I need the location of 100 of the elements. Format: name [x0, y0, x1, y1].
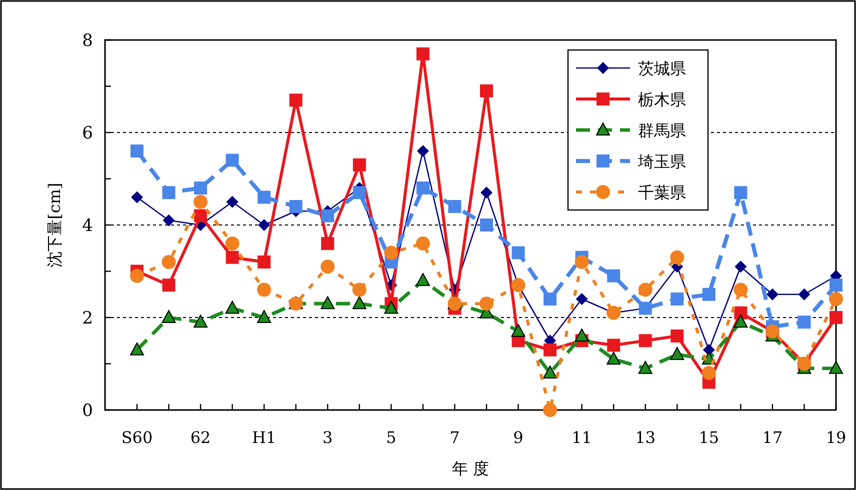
point: [257, 282, 272, 297]
x-tick-label: 13: [635, 428, 656, 447]
point: [766, 288, 778, 300]
point: [798, 316, 811, 329]
point: [638, 282, 652, 297]
x-tick-label: 5: [386, 428, 396, 447]
legend-label: 埼玉県: [637, 152, 686, 171]
point: [607, 338, 620, 352]
legend-label: 千葉県: [638, 183, 686, 202]
point: [226, 196, 238, 208]
point: [544, 343, 557, 356]
point: [321, 237, 334, 250]
point: [734, 314, 748, 328]
point: [194, 314, 208, 328]
point: [829, 292, 843, 306]
point: [670, 250, 684, 264]
x-tick-label: 3: [322, 428, 333, 447]
point: [130, 268, 144, 283]
point: [448, 200, 462, 213]
legend-label: 茨城県: [638, 59, 686, 78]
point: [416, 182, 430, 194]
x-tick-label: 7: [450, 428, 460, 447]
y-tick-label: 4: [82, 216, 93, 236]
point: [543, 366, 558, 378]
point: [352, 296, 366, 310]
point: [480, 84, 493, 98]
point: [194, 194, 208, 209]
point: [416, 145, 429, 157]
point: [416, 236, 430, 250]
point: [830, 278, 842, 292]
x-tick-label: H1: [252, 428, 276, 447]
point: [574, 255, 589, 269]
point: [257, 310, 272, 323]
x-tick-label: 19: [826, 428, 846, 447]
point: [162, 186, 176, 200]
point: [321, 209, 334, 222]
point: [352, 158, 366, 172]
point: [162, 278, 176, 292]
point: [670, 292, 684, 306]
point: [226, 154, 239, 167]
point: [702, 366, 716, 380]
y-axis-title: 沈下量[cm]: [45, 182, 64, 268]
y-tick-label: 2: [82, 308, 93, 328]
point: [258, 190, 271, 204]
y-tick-label: 0: [82, 401, 93, 421]
x-tick-label: S60: [121, 428, 153, 447]
point: [162, 214, 175, 226]
point: [384, 300, 398, 314]
point: [416, 47, 430, 60]
point: [130, 342, 144, 356]
point: [320, 296, 335, 310]
point: [574, 328, 589, 342]
point: [258, 219, 270, 231]
point: [511, 324, 526, 337]
point: [543, 403, 558, 417]
point: [829, 360, 843, 374]
point: [289, 200, 302, 213]
point: [670, 347, 684, 360]
y-tick-label: 6: [82, 124, 93, 144]
point: [734, 186, 748, 200]
point: [162, 310, 176, 323]
y-tick-label: 8: [82, 31, 93, 51]
point: [225, 236, 240, 250]
point: [702, 288, 716, 301]
x-tick-label: 62: [190, 428, 211, 447]
point: [194, 209, 208, 222]
point: [638, 334, 652, 348]
point: [606, 352, 621, 365]
point: [734, 260, 747, 273]
point: [352, 186, 366, 200]
point: [480, 296, 494, 311]
legend-label: 群馬県: [638, 121, 686, 140]
x-tick-label: 17: [762, 428, 783, 447]
point: [798, 288, 810, 300]
point: [480, 186, 492, 199]
point: [416, 273, 430, 286]
point: [131, 191, 143, 204]
point: [162, 255, 176, 269]
point: [289, 94, 302, 107]
point: [258, 256, 271, 268]
point: [512, 246, 525, 260]
x-tick-label: 15: [698, 428, 720, 447]
point: [830, 311, 842, 324]
point: [576, 293, 588, 305]
point: [607, 269, 620, 282]
point: [320, 260, 335, 274]
x-tick-label: 9: [513, 428, 524, 447]
point: [480, 218, 493, 232]
x-tick-label: 11: [572, 428, 592, 447]
point: [130, 144, 144, 158]
point: [352, 282, 366, 297]
point: [225, 300, 240, 314]
point: [194, 182, 208, 194]
legend-label: 栃木県: [638, 90, 686, 109]
point: [638, 360, 652, 374]
point: [384, 246, 398, 260]
point: [226, 250, 239, 264]
x-axis-title: 年 度: [452, 459, 490, 478]
point: [544, 292, 557, 306]
point: [734, 282, 748, 297]
